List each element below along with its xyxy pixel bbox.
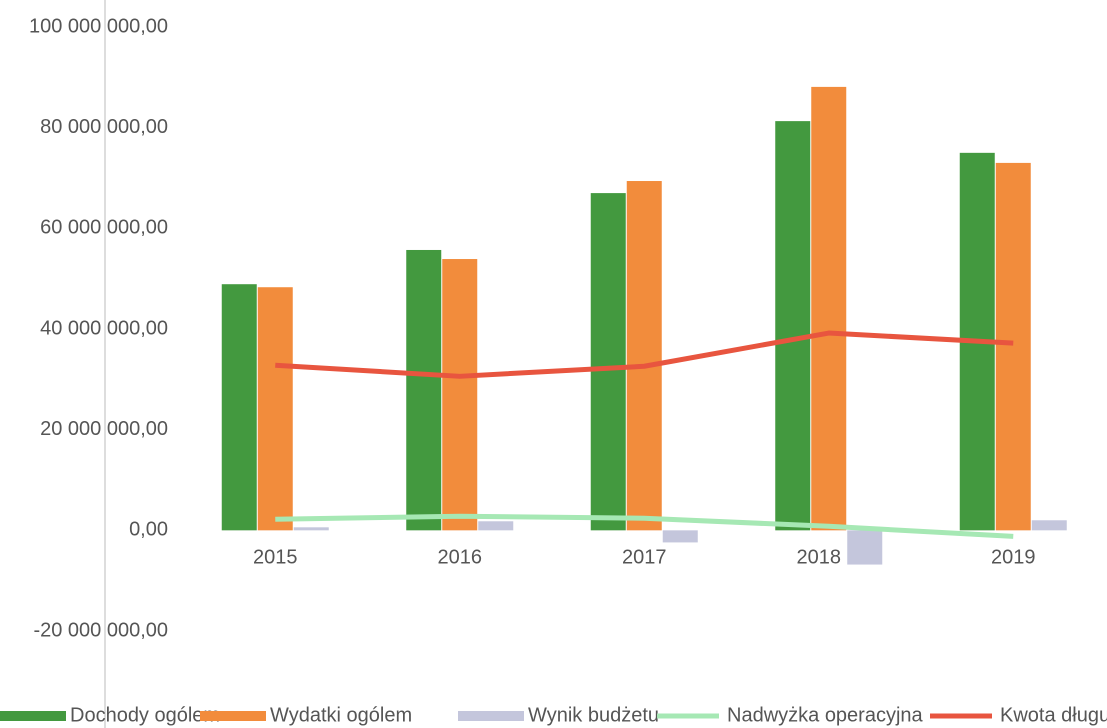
bar — [1031, 520, 1067, 531]
x-tick-label: 2018 — [797, 546, 842, 568]
legend-swatch — [200, 711, 266, 721]
legend-label: Wynik budżetu — [528, 704, 659, 726]
y-tick-label: 40 000 000,00 — [40, 317, 168, 339]
x-tick-label: 2017 — [622, 546, 667, 568]
legend-swatch — [0, 711, 66, 721]
bar — [221, 284, 257, 531]
bar — [775, 121, 811, 531]
x-tick-label: 2019 — [991, 546, 1036, 568]
y-tick-label: 0,00 — [129, 519, 168, 541]
y-tick-label: -20 000 000,00 — [33, 619, 168, 641]
y-tick-label: 60 000 000,00 — [40, 217, 168, 239]
legend-label: Dochody ogólem — [70, 704, 220, 726]
bar — [478, 521, 514, 531]
y-tick-label: 100 000 000,00 — [29, 15, 168, 37]
legend-swatch — [458, 711, 524, 721]
line — [275, 513, 1014, 539]
bar — [995, 162, 1031, 531]
legend-label: Nadwyżka operacyjna — [727, 704, 924, 726]
bar — [847, 530, 883, 565]
bar — [626, 181, 662, 531]
legend-label: Kwota długu — [1000, 704, 1107, 726]
y-tick-label: 20 000 000,00 — [40, 418, 168, 440]
bar — [590, 193, 626, 531]
bar — [257, 287, 293, 531]
x-tick-label: 2016 — [438, 546, 483, 568]
bar — [662, 530, 698, 543]
line — [275, 330, 1014, 379]
bar — [293, 527, 329, 531]
legend-label: Wydatki ogólem — [270, 704, 412, 726]
y-tick-label: 80 000 000,00 — [40, 116, 168, 138]
bar — [811, 86, 847, 531]
bar — [406, 249, 442, 531]
x-tick-label: 2015 — [253, 546, 298, 568]
bar — [442, 259, 478, 531]
